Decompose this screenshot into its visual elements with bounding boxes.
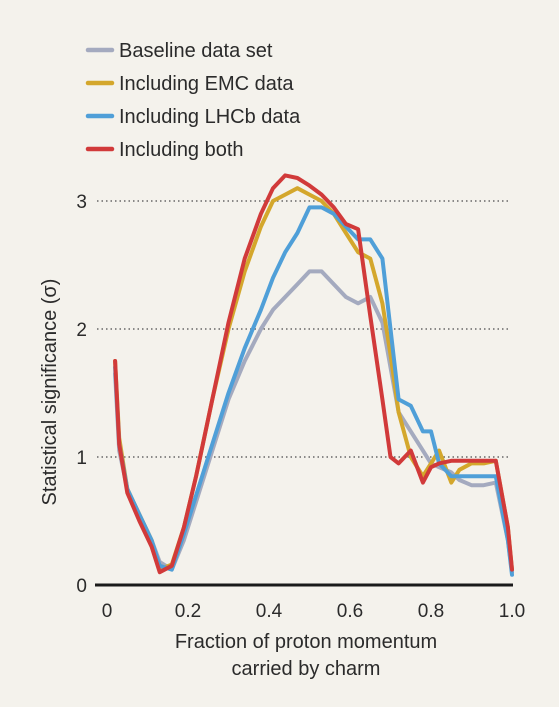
series-layer <box>113 173 514 577</box>
x-tick-labels: 0 0.2 0.4 0.6 0.8 1.0 <box>102 601 526 622</box>
legend-label: Including EMC data <box>119 73 294 95</box>
x-axis-title-line-2: carried by charm <box>232 658 381 680</box>
y-tick-label: 1 <box>76 448 87 469</box>
x-axis-title-line-1: Fraction of proton momentum <box>175 631 437 653</box>
series-line-4 <box>113 173 514 575</box>
y-tick-label: 3 <box>76 192 87 213</box>
x-tick-label: 0.2 <box>175 601 201 622</box>
y-tick-labels: 0 1 2 3 <box>76 192 87 597</box>
x-tick-label: 0.4 <box>256 601 283 622</box>
legend-label: Including LHCb data <box>119 106 301 128</box>
x-tick-label: 0.6 <box>337 601 363 622</box>
x-tick-label: 1.0 <box>499 601 525 622</box>
legend-label: Baseline data set <box>119 40 273 62</box>
y-tick-label: 0 <box>76 576 87 597</box>
x-tick-label: 0 <box>102 601 113 622</box>
y-tick-label: 2 <box>76 320 87 341</box>
legend-label: Including both <box>119 139 244 161</box>
gridlines <box>97 200 511 458</box>
x-tick-label: 0.8 <box>418 601 444 622</box>
legend: Baseline data set Including EMC data Inclu… <box>85 40 301 161</box>
y-axis-title: Statistical significance (σ) <box>39 279 61 506</box>
